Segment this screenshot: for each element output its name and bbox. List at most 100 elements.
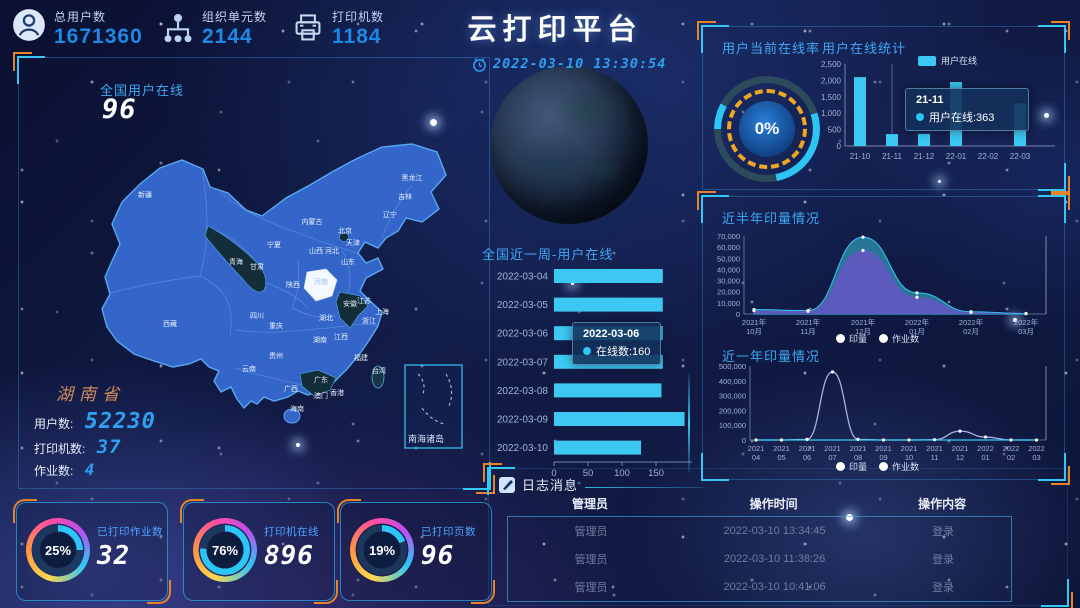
x-tick-label: 2022 <box>1003 444 1020 453</box>
data-point <box>969 310 973 314</box>
year-title: 近一年印量情况 <box>722 349 821 364</box>
card-value: 32 <box>97 541 131 571</box>
half-year-legend[interactable]: 印量 作业数 <box>824 332 919 345</box>
ring-percent: 76% <box>207 532 243 568</box>
log-row[interactable]: 管理员 2022-03-10 11:38:26 登录 <box>508 545 1011 573</box>
province-printers-value: 37 <box>96 436 122 458</box>
legend-label: 印量 <box>849 462 868 472</box>
national-online-label: 全国用户在线 <box>100 83 185 98</box>
log-table-header: 管理员 操作时间 操作内容 <box>507 495 1010 512</box>
log-title: 日志消息 <box>522 478 579 493</box>
stats-bar-21-12[interactable] <box>918 133 930 146</box>
x-tick-label: 01月 <box>909 327 925 336</box>
x-tick-label: 2022 <box>1028 444 1045 453</box>
data-point <box>1024 312 1028 316</box>
y-tick-label: 1,000 <box>821 109 842 118</box>
half-year-chart[interactable]: 0 10,000 20,000 30,000 40,000 50,000 60,000 70,… <box>706 224 1054 336</box>
log-col-time: 操作时间 <box>749 497 798 511</box>
province-detail-name: 湖南省 <box>56 385 125 405</box>
card-value: 896 <box>264 541 314 571</box>
log-title-line <box>585 487 705 488</box>
province-henan-highlight[interactable] <box>303 268 338 302</box>
line-印量[interactable] <box>756 371 1037 441</box>
legend-dot <box>879 462 889 471</box>
card-printed-jobs: 25% 已打印作业数 32 <box>13 499 171 604</box>
data-point <box>861 235 865 239</box>
x-tick-label: 12 <box>956 453 964 462</box>
log-table[interactable]: 管理员 2022-03-10 13:34:45 登录 管理员 2022-03-10 11… <box>507 516 1012 602</box>
legend-dot <box>836 462 845 471</box>
data-point <box>805 437 809 442</box>
x-tick-label: 2022 <box>977 444 994 453</box>
log-admin: 管理员 <box>574 526 608 538</box>
corner-decoration <box>1038 453 1070 485</box>
tooltip-title: 2022-03-06 <box>583 328 640 340</box>
log-icon <box>499 476 515 493</box>
print-volume-frame <box>697 191 1070 485</box>
area-作业数[interactable] <box>754 250 1026 314</box>
printer-icon <box>295 14 321 41</box>
series-dot <box>916 113 924 121</box>
y-tick-label: 10,000 <box>717 299 740 308</box>
year-chart[interactable]: 0 100,000 200,000 300,000 400,000 500,000 2021… <box>706 356 1054 462</box>
province-gansu-dark[interactable] <box>204 225 267 293</box>
log-time: 2022-03-10 13:34:45 <box>723 525 826 537</box>
year-legend[interactable]: 印量 作业数 <box>824 460 919 473</box>
province-label-贵州: 贵州 <box>269 351 283 360</box>
corner-decoration <box>483 463 515 495</box>
x-tick-label: 22-03 <box>1010 152 1031 161</box>
bright-star <box>938 180 941 183</box>
legend-label: 作业数 <box>892 462 920 472</box>
user-stats-legend[interactable]: 用户在线 <box>918 54 977 67</box>
org-icon <box>164 14 192 43</box>
stats-bar-21-10[interactable] <box>854 77 866 146</box>
week-bar-2022-03-04[interactable] <box>554 269 663 283</box>
province-taiwan-dark[interactable] <box>371 365 385 389</box>
page-title: 云打印平台 <box>467 14 643 46</box>
stat-value: 1671360 <box>54 25 143 48</box>
province-label-台湾: 台湾 <box>372 366 386 375</box>
province-hainan[interactable] <box>283 408 301 424</box>
log-panel-frame <box>483 463 1073 608</box>
province-users-value: 52230 <box>84 409 156 434</box>
y-tick-label: 40,000 <box>717 265 740 274</box>
user-stats-title: 用户在线统计 <box>822 41 907 56</box>
week-bar-2022-03-08[interactable] <box>554 383 662 398</box>
x-tick-label: 2021 <box>926 444 943 453</box>
week-bar-2022-03-10[interactable] <box>554 440 642 455</box>
province-beijing-dark[interactable] <box>339 232 349 242</box>
data-point <box>915 291 919 295</box>
user-stats-tooltip: 21-11 用户在线:363 <box>905 88 1029 131</box>
log-row[interactable]: 管理员 2022-03-10 10:41:06 登录 <box>508 573 1011 601</box>
province-label-吉林: 吉林 <box>398 192 412 201</box>
province-label-天津: 天津 <box>346 239 360 247</box>
gauge-dashed-ring <box>727 89 807 169</box>
x-tick-label: 01 <box>981 453 989 462</box>
data-point <box>754 438 758 442</box>
week-bar-2022-03-09[interactable] <box>554 412 685 426</box>
province-jiangsu-anhui-dark[interactable] <box>335 291 369 329</box>
week-bar-2022-03-05[interactable] <box>554 297 663 312</box>
stats-bar-21-11[interactable] <box>886 134 898 146</box>
x-tick-label: 2022年 <box>905 317 930 327</box>
province-guangdong-dark[interactable] <box>299 369 337 397</box>
log-col-action: 操作内容 <box>918 497 967 511</box>
x-tick-label: 2021 <box>799 444 816 453</box>
province-label-宁夏: 宁夏 <box>267 240 281 249</box>
week-online-chart[interactable]: 2022-03-04 2022-03-05 2022-03-06 2022-03-07… <box>478 260 708 480</box>
log-admin: 管理员 <box>574 554 608 566</box>
tooltip-value: 用户在线:363 <box>916 109 1018 125</box>
data-point <box>932 438 937 442</box>
corner-decoration <box>697 21 729 53</box>
card-printed-pages: 19% 已打印页数 96 <box>337 499 495 604</box>
province-label-海南: 海南 <box>290 404 304 413</box>
data-point <box>861 248 865 253</box>
log-row[interactable]: 管理员 2022-03-10 13:34:45 登录 <box>508 517 1011 545</box>
x-tick-label: 10月 <box>746 327 762 336</box>
legend-label: 用户在线 <box>941 56 978 66</box>
data-point <box>856 437 860 442</box>
province-label-河北: 河北 <box>325 247 339 255</box>
china-outline[interactable] <box>101 143 447 410</box>
clock-icon <box>473 57 486 72</box>
